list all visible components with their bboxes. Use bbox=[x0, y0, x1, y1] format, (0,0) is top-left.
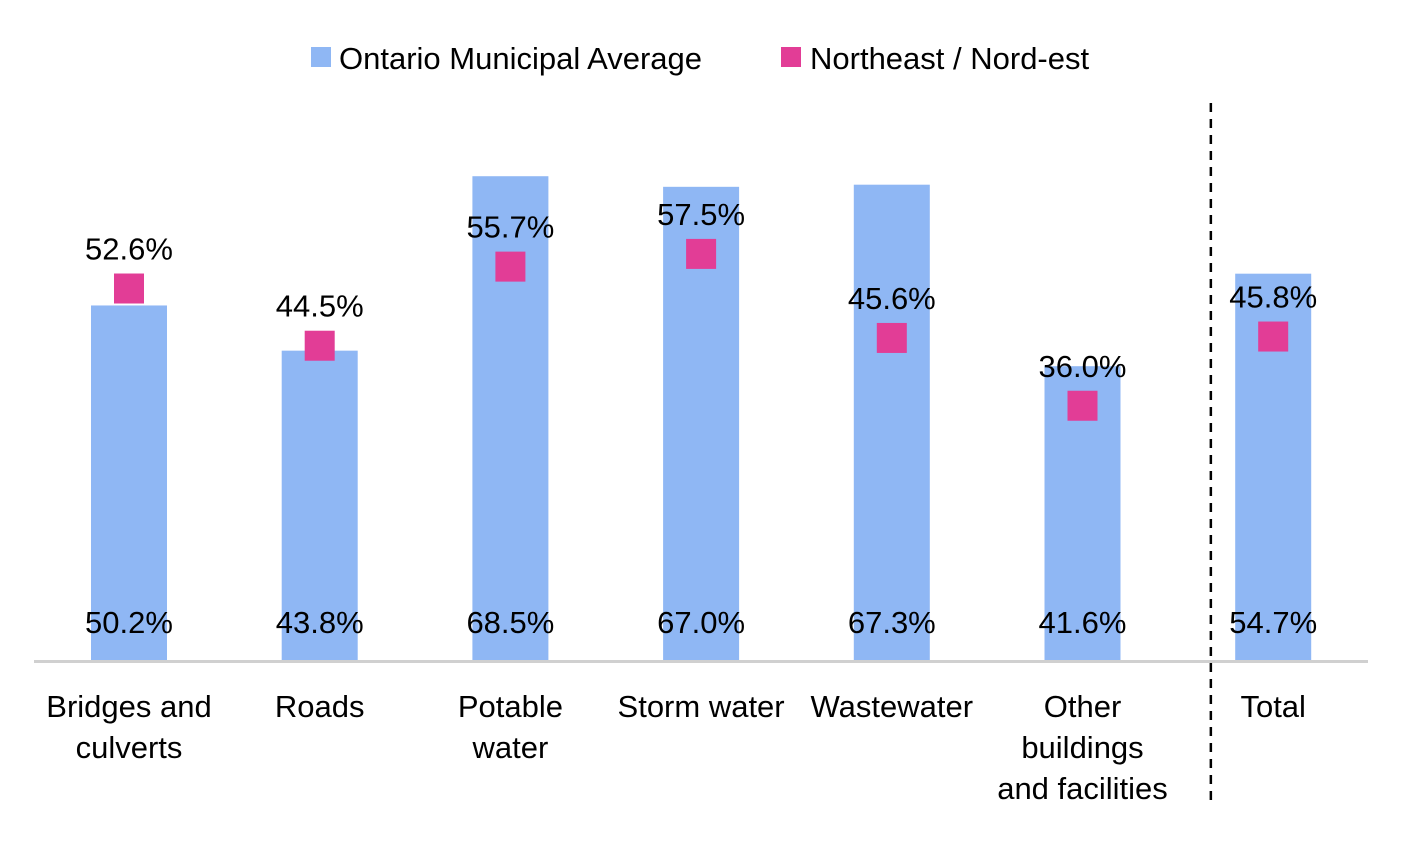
category-label-6: Total bbox=[1240, 689, 1305, 724]
marker-value-label-0: 52.6% bbox=[85, 232, 173, 267]
bar-value-label-3: 67.0% bbox=[657, 605, 745, 640]
bar-value-label-1: 43.8% bbox=[276, 605, 364, 640]
category-label-line: culverts bbox=[76, 730, 183, 765]
category-label-line: Total bbox=[1240, 689, 1305, 724]
marker-value-label-2: 55.7% bbox=[466, 210, 554, 245]
bar-value-label-5: 41.6% bbox=[1039, 605, 1127, 640]
bar-ontario-1 bbox=[281, 350, 358, 660]
category-label-line: water bbox=[471, 730, 548, 765]
marker-northeast-4 bbox=[876, 322, 907, 353]
legend: Ontario Municipal Average Northeast / No… bbox=[311, 41, 1089, 76]
category-label-0: Bridges and culverts bbox=[46, 689, 211, 765]
marker-value-label-3: 57.5% bbox=[657, 197, 745, 232]
legend-swatch-northeast bbox=[781, 47, 801, 67]
marker-northeast-6 bbox=[1258, 321, 1289, 352]
category-label-3: Storm water bbox=[618, 689, 785, 724]
category-label-line: Roads bbox=[275, 689, 365, 724]
marker-northeast-5 bbox=[1067, 390, 1098, 421]
category-labels: Bridges and culverts Roads Potable water Stor… bbox=[46, 689, 1306, 806]
marker-value-label-6: 45.8% bbox=[1229, 280, 1317, 315]
bar-value-labels: 50.2% 43.8% 68.5% 67.0% 67.3% 41.6% 54.7% bbox=[85, 605, 1317, 640]
category-label-line: Storm water bbox=[618, 689, 785, 724]
category-label-4: Wastewater bbox=[811, 689, 974, 724]
marker-northeast-2 bbox=[495, 251, 526, 282]
category-label-1: Roads bbox=[275, 689, 365, 724]
bar-ontario-2 bbox=[472, 176, 549, 660]
bar-value-label-6: 54.7% bbox=[1229, 605, 1317, 640]
marker-series-northeast bbox=[114, 238, 1289, 421]
category-label-5: Other buildings and facilities bbox=[997, 689, 1168, 806]
bar-ontario-4 bbox=[853, 184, 930, 660]
bar-value-label-2: 68.5% bbox=[466, 605, 554, 640]
category-label-line: Bridges and bbox=[46, 689, 211, 724]
bar-value-label-4: 67.3% bbox=[848, 605, 936, 640]
marker-northeast-1 bbox=[304, 330, 335, 361]
marker-value-label-4: 45.6% bbox=[848, 281, 936, 316]
category-label-line: Wastewater bbox=[811, 689, 974, 724]
bar-ontario-0 bbox=[91, 305, 167, 660]
marker-value-label-1: 44.5% bbox=[276, 289, 364, 324]
category-label-line: Potable bbox=[458, 689, 563, 724]
category-label-line: Other bbox=[1044, 689, 1122, 724]
bar-value-label-0: 50.2% bbox=[85, 605, 173, 640]
marker-northeast-3 bbox=[686, 238, 717, 269]
legend-label-northeast: Northeast / Nord-est bbox=[810, 41, 1089, 76]
legend-label-ontario: Ontario Municipal Average bbox=[339, 41, 702, 76]
category-label-line: buildings bbox=[1021, 730, 1143, 765]
category-label-line: and facilities bbox=[997, 771, 1168, 806]
legend-swatch-ontario bbox=[311, 47, 331, 67]
marker-northeast-0 bbox=[114, 273, 144, 304]
category-label-2: Potable water bbox=[458, 689, 563, 765]
marker-value-label-5: 36.0% bbox=[1039, 349, 1127, 384]
marker-value-labels: 52.6% 44.5% 55.7% 57.5% 45.6% 36.0% 45.8% bbox=[85, 197, 1317, 384]
